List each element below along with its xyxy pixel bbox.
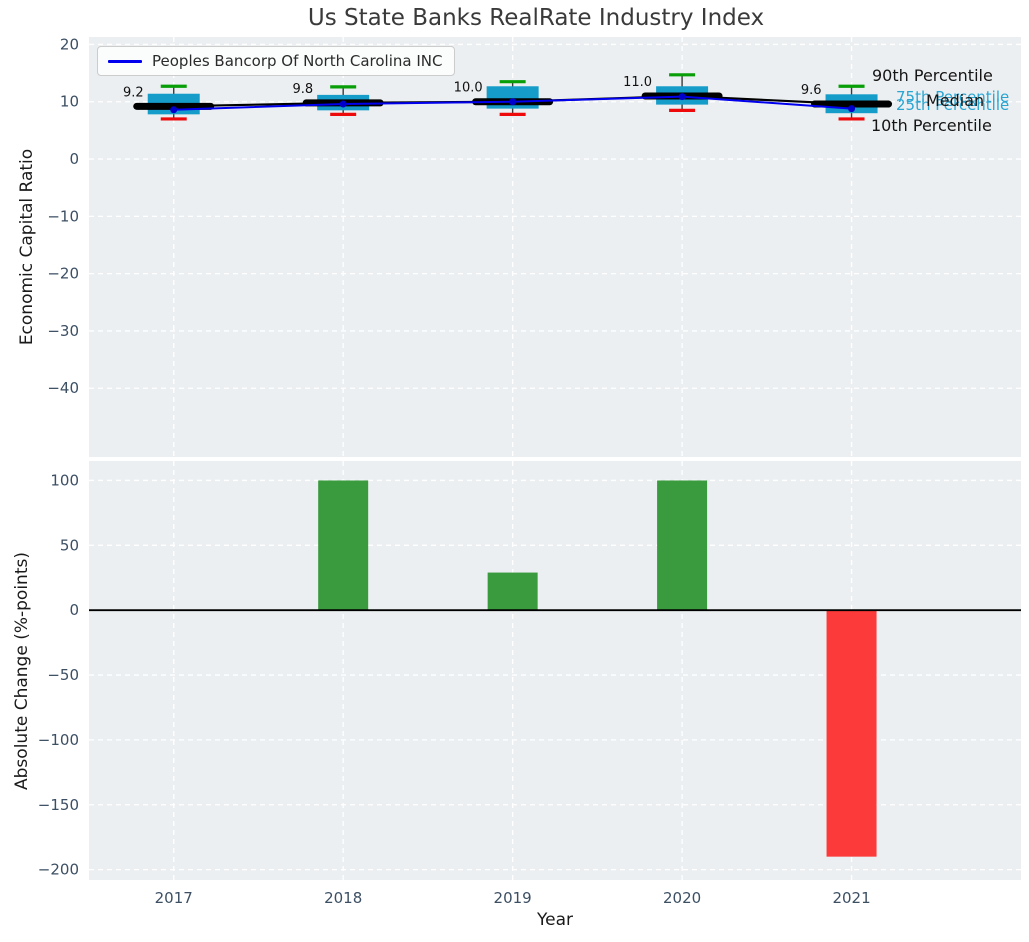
legend-line-sample-icon — [108, 59, 142, 63]
bottom-ytick-label: −100 — [38, 731, 79, 749]
company-marker-2019 — [509, 98, 517, 106]
company-marker-2017 — [170, 106, 178, 114]
bottom-ytick-label: −200 — [38, 861, 79, 879]
top-ytick-label: 20 — [60, 35, 79, 53]
positive-bar-2020 — [657, 480, 708, 611]
median-value-label-2018: 9.8 — [292, 82, 313, 97]
top-ytick-label: −10 — [47, 207, 79, 225]
bottom-y-axis-label: Absolute Change (%-points) — [12, 552, 32, 790]
negative-bar-2021 — [826, 610, 877, 857]
chart-title: Us State Banks RealRate Industry Index — [307, 5, 765, 31]
bottom-ytick-label: −150 — [38, 796, 79, 814]
company-marker-2020 — [678, 93, 686, 101]
top-ytick-label: 0 — [69, 150, 79, 168]
annotation-25th-percentile: 25th Percentile — [896, 96, 1010, 114]
top-ytick-label: −40 — [47, 379, 79, 397]
annotation-median: Median — [926, 91, 985, 110]
bottom-ytick-label: 50 — [60, 536, 79, 554]
bottom-plot-background — [89, 461, 1021, 880]
top-y-axis-label: Economic Capital Ratio — [17, 148, 37, 346]
xtick-label-2018: 2018 — [324, 889, 362, 907]
positive-bar-2019 — [487, 572, 538, 611]
x-axis-label: Year — [537, 910, 573, 930]
annotation-10th-percentile: 10th Percentile — [871, 116, 992, 135]
bottom-ytick-label: 100 — [50, 471, 79, 489]
legend: Peoples Bancorp Of North Carolina INC — [97, 46, 456, 76]
bottom-ytick-label: 0 — [69, 601, 79, 619]
annotation-90th-percentile: 90th Percentile — [872, 66, 993, 85]
median-value-label-2019: 10.0 — [454, 81, 483, 96]
annotation-75th-percentile: 75th Percentile — [896, 88, 1010, 106]
company-marker-2018 — [339, 100, 347, 108]
top-ytick-label: −30 — [47, 322, 79, 340]
xtick-label-2017: 2017 — [155, 889, 193, 907]
top-ytick-label: −20 — [47, 265, 79, 283]
median-value-label-2020: 11.0 — [623, 75, 652, 90]
median-value-label-2017: 9.2 — [123, 85, 144, 100]
top-ytick-label: 10 — [60, 93, 79, 111]
positive-bar-2018 — [318, 480, 369, 611]
company-marker-2021 — [848, 105, 856, 113]
bottom-ytick-label: −50 — [47, 666, 79, 684]
xtick-label-2021: 2021 — [832, 889, 870, 907]
xtick-label-2019: 2019 — [494, 889, 532, 907]
legend-label: Peoples Bancorp Of North Carolina INC — [152, 52, 443, 70]
xtick-label-2020: 2020 — [663, 889, 701, 907]
iqr-box-2019 — [486, 86, 539, 109]
median-value-label-2021: 9.6 — [801, 83, 822, 98]
